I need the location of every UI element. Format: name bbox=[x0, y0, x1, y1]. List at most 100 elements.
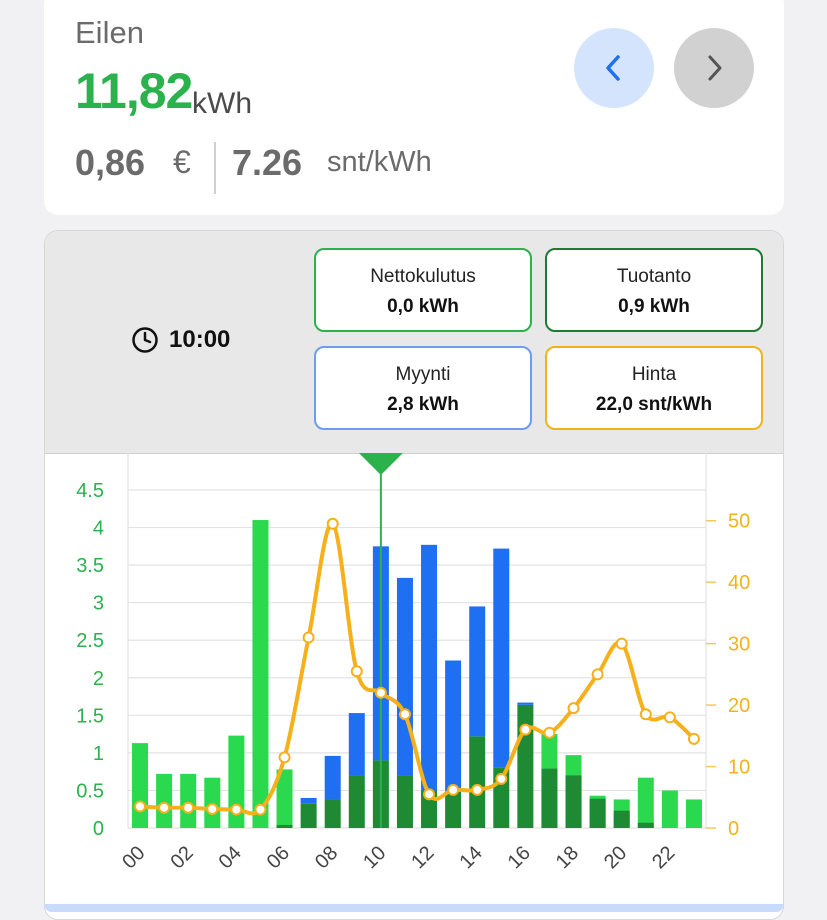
price-point bbox=[254, 803, 267, 816]
price-point bbox=[639, 708, 652, 721]
y-right-tick-label: 40 bbox=[728, 572, 750, 594]
production-bar bbox=[348, 775, 365, 828]
price-point bbox=[206, 802, 219, 815]
sale-bar bbox=[469, 606, 486, 737]
production-bar bbox=[565, 775, 582, 828]
production-label: Tuotanto bbox=[616, 266, 692, 287]
selected-time: 10:00 bbox=[131, 326, 230, 354]
price-point bbox=[567, 702, 580, 715]
price-point bbox=[326, 517, 339, 530]
cost-unit: € bbox=[173, 144, 191, 180]
production-bar bbox=[613, 810, 630, 828]
x-tick-label: 20 bbox=[600, 842, 631, 873]
x-tick-label: 00 bbox=[118, 842, 149, 873]
net-consumption-value: 0,0 kWh bbox=[387, 296, 459, 317]
net-bar bbox=[132, 743, 149, 828]
production-bar bbox=[469, 736, 486, 828]
y-left-tick-label: 2 bbox=[93, 668, 104, 690]
sale-bar bbox=[348, 713, 365, 776]
net-bar bbox=[661, 790, 678, 828]
production-bar bbox=[396, 775, 413, 828]
day-label: Eilen bbox=[75, 15, 144, 50]
net-bar bbox=[156, 773, 173, 828]
card-bottom-strip bbox=[44, 904, 784, 912]
production-bar bbox=[541, 768, 558, 828]
y-left-tick-label: 3.5 bbox=[76, 555, 104, 577]
price-point bbox=[471, 783, 484, 796]
y-right-tick-label: 50 bbox=[728, 511, 750, 533]
cost-value: 0,86 bbox=[75, 142, 146, 183]
price-point bbox=[687, 732, 700, 745]
summary-card: Eilen 11,82 kWh 0,86 € 7.26 snt/kWh bbox=[44, 0, 784, 215]
average-price-value: 7.26 bbox=[232, 142, 303, 183]
sale-bar bbox=[324, 755, 341, 800]
hour-info-panel: 10:00 Nettokulutus 0,0 kWh Tuotanto 0,9 … bbox=[45, 231, 783, 454]
sale-bar bbox=[300, 797, 317, 804]
y-left-tick-label: 3 bbox=[93, 593, 104, 615]
net-consumption-label: Nettokulutus bbox=[370, 266, 476, 287]
chevron-right-icon bbox=[708, 55, 722, 81]
price-box: Hinta 22,0 snt/kWh bbox=[545, 346, 763, 430]
price-point bbox=[398, 708, 411, 721]
selected-hour-marker bbox=[358, 453, 403, 475]
energy-value: 11,82 bbox=[75, 63, 193, 119]
sale-bar bbox=[493, 548, 510, 768]
production-bar bbox=[517, 704, 534, 828]
price-line bbox=[139, 521, 696, 816]
energy-unit: kWh bbox=[192, 87, 252, 120]
price-point bbox=[278, 751, 291, 764]
clock-icon bbox=[132, 327, 158, 353]
y-left-tick-label: 4.5 bbox=[76, 480, 104, 502]
price-point bbox=[182, 801, 195, 814]
production-value: 0,9 kWh bbox=[618, 296, 690, 317]
net-bar bbox=[685, 799, 702, 828]
sale-value: 2,8 kWh bbox=[387, 394, 459, 415]
y-left-tick-label: 0.5 bbox=[76, 780, 104, 802]
chevron-left-icon bbox=[606, 55, 620, 81]
y-left-tick-label: 0 bbox=[93, 818, 104, 840]
production-bar bbox=[300, 803, 317, 828]
net-bar bbox=[180, 773, 197, 828]
price-point bbox=[519, 723, 532, 736]
y-left-tick-label: 2.5 bbox=[76, 630, 104, 652]
price-point bbox=[230, 803, 243, 816]
divider bbox=[214, 142, 216, 194]
x-tick-label: 16 bbox=[504, 842, 535, 873]
net-bar bbox=[252, 520, 269, 828]
previous-day-button[interactable] bbox=[574, 28, 654, 108]
price-point bbox=[495, 772, 508, 785]
x-tick-label: 12 bbox=[407, 842, 438, 873]
price-point bbox=[615, 637, 628, 650]
net-bar bbox=[228, 735, 245, 828]
y-left-tick-label: 1.5 bbox=[76, 705, 104, 727]
sale-label: Myynti bbox=[395, 364, 451, 385]
sale-bar bbox=[517, 702, 534, 705]
y-right-tick-label: 0 bbox=[728, 818, 739, 840]
time-text: 10:00 bbox=[169, 326, 231, 353]
next-day-button[interactable] bbox=[674, 28, 754, 108]
x-tick-label: 02 bbox=[166, 842, 197, 873]
price-point bbox=[350, 665, 363, 678]
y-right-tick-label: 30 bbox=[728, 634, 750, 656]
net-bar bbox=[276, 769, 293, 828]
production-bar bbox=[445, 790, 462, 828]
x-tick-label: 18 bbox=[552, 842, 583, 873]
production-box: Tuotanto 0,9 kWh bbox=[545, 248, 763, 332]
energy-chart[interactable]: 0 0.5 1 1.5 2 2.5 3 3.5 4 4.5 0 10 20 30 40 50 00 02 04 06 0… bbox=[44, 453, 784, 903]
sale-bar bbox=[421, 544, 438, 791]
chart-card: 10:00 Nettokulutus 0,0 kWh Tuotanto 0,9 … bbox=[44, 230, 784, 920]
price-point bbox=[158, 801, 171, 814]
y-left-tick-label: 1 bbox=[93, 743, 104, 765]
x-tick-label: 08 bbox=[311, 842, 342, 873]
x-tick-label: 10 bbox=[359, 842, 390, 873]
price-point bbox=[543, 726, 556, 739]
price-point bbox=[302, 631, 315, 644]
sale-bar bbox=[445, 660, 462, 791]
net-bar bbox=[204, 777, 221, 828]
price-point bbox=[374, 686, 387, 699]
production-bar bbox=[589, 798, 606, 828]
net-consumption-box: Nettokulutus 0,0 kWh bbox=[314, 248, 532, 332]
x-tick-label: 06 bbox=[263, 842, 294, 873]
price-value: 22,0 snt/kWh bbox=[595, 394, 713, 415]
average-price-unit: snt/kWh bbox=[327, 146, 432, 178]
